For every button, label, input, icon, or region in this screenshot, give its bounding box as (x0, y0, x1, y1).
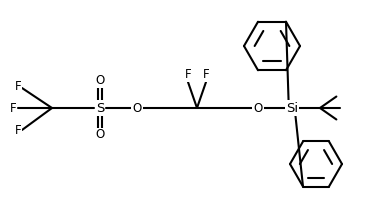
Text: O: O (254, 102, 263, 114)
Text: F: F (185, 68, 191, 81)
Text: O: O (132, 102, 142, 114)
Text: S: S (96, 102, 104, 114)
Text: F: F (10, 102, 16, 114)
Text: O: O (95, 75, 105, 87)
Text: F: F (15, 124, 21, 138)
Text: O: O (95, 129, 105, 141)
Text: Si: Si (286, 102, 298, 114)
Text: F: F (15, 81, 21, 94)
Text: F: F (203, 68, 209, 81)
